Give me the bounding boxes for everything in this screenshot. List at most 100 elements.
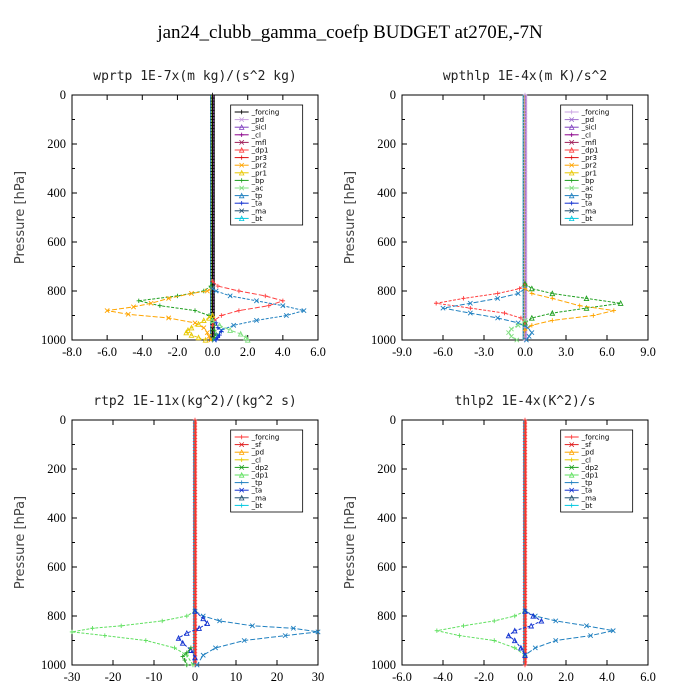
series-marker bbox=[208, 283, 214, 289]
series-marker bbox=[160, 618, 165, 624]
series-marker bbox=[166, 315, 172, 321]
series-marker bbox=[495, 295, 501, 301]
x-tick-label: 6.0 bbox=[310, 345, 326, 359]
legend-marker bbox=[569, 480, 574, 485]
series-marker bbox=[188, 645, 194, 651]
series-marker bbox=[495, 291, 500, 296]
legend-marker bbox=[239, 162, 245, 168]
x-tick-label: 20 bbox=[271, 670, 284, 684]
legend-entry: _forcing bbox=[251, 434, 280, 442]
legend-marker bbox=[569, 117, 575, 123]
legend-marker bbox=[239, 132, 244, 137]
series-marker bbox=[315, 629, 321, 635]
series-marker bbox=[511, 627, 518, 634]
y-tick-label: 600 bbox=[377, 235, 396, 249]
series-marker bbox=[549, 309, 556, 316]
panel-title: wpthlp 1E-4x(m K)/s^2 bbox=[443, 69, 607, 84]
legend-entry: _dp2 bbox=[581, 464, 599, 472]
series-marker bbox=[514, 337, 520, 343]
series-marker bbox=[617, 300, 624, 306]
x-tick-label: 9.0 bbox=[640, 345, 656, 359]
series-line bbox=[507, 610, 543, 656]
legend-entry: _ma bbox=[581, 494, 597, 502]
legend-marker bbox=[238, 124, 245, 130]
series-marker bbox=[194, 662, 200, 668]
y-tick-label: 1000 bbox=[371, 333, 396, 347]
legend-entry: _bt bbox=[581, 215, 593, 223]
legend: _forcing_pd_sicl_cl_mfl_dp1_pr3_pr2_pr1_… bbox=[230, 104, 304, 226]
y-tick-label: 800 bbox=[47, 609, 66, 623]
series-marker bbox=[206, 333, 212, 339]
series-marker bbox=[175, 293, 180, 299]
series-marker bbox=[522, 317, 528, 323]
series-marker bbox=[192, 320, 198, 326]
legend-marker bbox=[568, 124, 575, 130]
legend-marker bbox=[569, 178, 574, 183]
x-tick-label: 30 bbox=[312, 670, 325, 684]
series-marker bbox=[184, 662, 189, 668]
zero-profile-bundle bbox=[522, 417, 528, 668]
series-marker bbox=[550, 296, 555, 301]
series-marker bbox=[175, 634, 182, 641]
y-tick-label: 800 bbox=[47, 284, 66, 298]
series-marker bbox=[219, 313, 224, 318]
series-line bbox=[436, 283, 526, 324]
series-marker bbox=[184, 650, 189, 655]
series-marker bbox=[200, 652, 206, 658]
series-marker bbox=[433, 301, 439, 306]
legend-marker bbox=[239, 434, 244, 440]
series-marker bbox=[184, 613, 189, 619]
legend-marker bbox=[569, 162, 575, 168]
series-marker bbox=[266, 303, 271, 308]
legend-marker bbox=[569, 457, 574, 462]
series-marker bbox=[244, 336, 251, 343]
series-marker bbox=[183, 629, 190, 636]
series-marker bbox=[180, 654, 185, 659]
series-marker bbox=[508, 333, 514, 339]
zero-profile-marker bbox=[522, 662, 528, 668]
series-marker bbox=[522, 651, 528, 658]
y-tick-label: 400 bbox=[377, 186, 396, 200]
series-marker bbox=[518, 315, 524, 321]
series-marker bbox=[550, 318, 555, 323]
figure-title: jan24_clubb_gamma_coefp BUDGET at270E,-7… bbox=[157, 22, 543, 43]
series-dp2 bbox=[180, 645, 194, 668]
series-marker bbox=[467, 310, 473, 316]
legend-entry: _bp bbox=[581, 177, 595, 185]
series-marker bbox=[212, 645, 219, 651]
y-tick-label: 200 bbox=[377, 137, 396, 151]
series-marker bbox=[549, 290, 556, 297]
legend-entry: _pd bbox=[581, 116, 594, 124]
series-marker bbox=[90, 626, 95, 631]
series-marker bbox=[195, 334, 202, 341]
chart-panel-1: wprtp 1E-7x(m kg)/(s^2 kg) Pressure [hPa]… bbox=[13, 69, 326, 359]
y-tick-label: 400 bbox=[47, 511, 66, 525]
legend-marker bbox=[238, 146, 245, 153]
y-tick-label: 200 bbox=[47, 462, 66, 476]
legend: _forcing_pd_sicl_cl_mfl_dp1_pr3_pr2_pr1_… bbox=[560, 104, 634, 226]
series-marker bbox=[467, 300, 473, 306]
series-line bbox=[194, 610, 319, 666]
series-marker bbox=[213, 337, 219, 343]
series-marker bbox=[522, 286, 528, 291]
series-marker bbox=[183, 329, 190, 336]
legend-entry: _cl bbox=[581, 456, 591, 464]
legend-entry: _mfl bbox=[581, 139, 597, 147]
legend-entry: _ma bbox=[251, 207, 267, 215]
legend-entry: _dp2 bbox=[251, 464, 269, 472]
series-marker bbox=[522, 319, 528, 326]
y-tick-label: 0 bbox=[390, 88, 396, 102]
legend-marker bbox=[239, 442, 245, 448]
legend-marker bbox=[569, 132, 574, 137]
series-marker bbox=[200, 615, 207, 622]
legend-entry: _pd bbox=[581, 449, 594, 457]
series-marker bbox=[192, 308, 198, 313]
series-marker bbox=[529, 330, 535, 336]
series-marker bbox=[236, 308, 242, 313]
chart-panel-3: rtp2 1E-11x(kg^2)/(kg^2 s) Pressure [hPa]… bbox=[13, 394, 324, 684]
series-marker bbox=[290, 625, 296, 631]
legend-marker bbox=[238, 494, 245, 501]
series-marker bbox=[577, 303, 582, 308]
series-marker bbox=[188, 331, 195, 338]
series-marker bbox=[528, 285, 535, 292]
